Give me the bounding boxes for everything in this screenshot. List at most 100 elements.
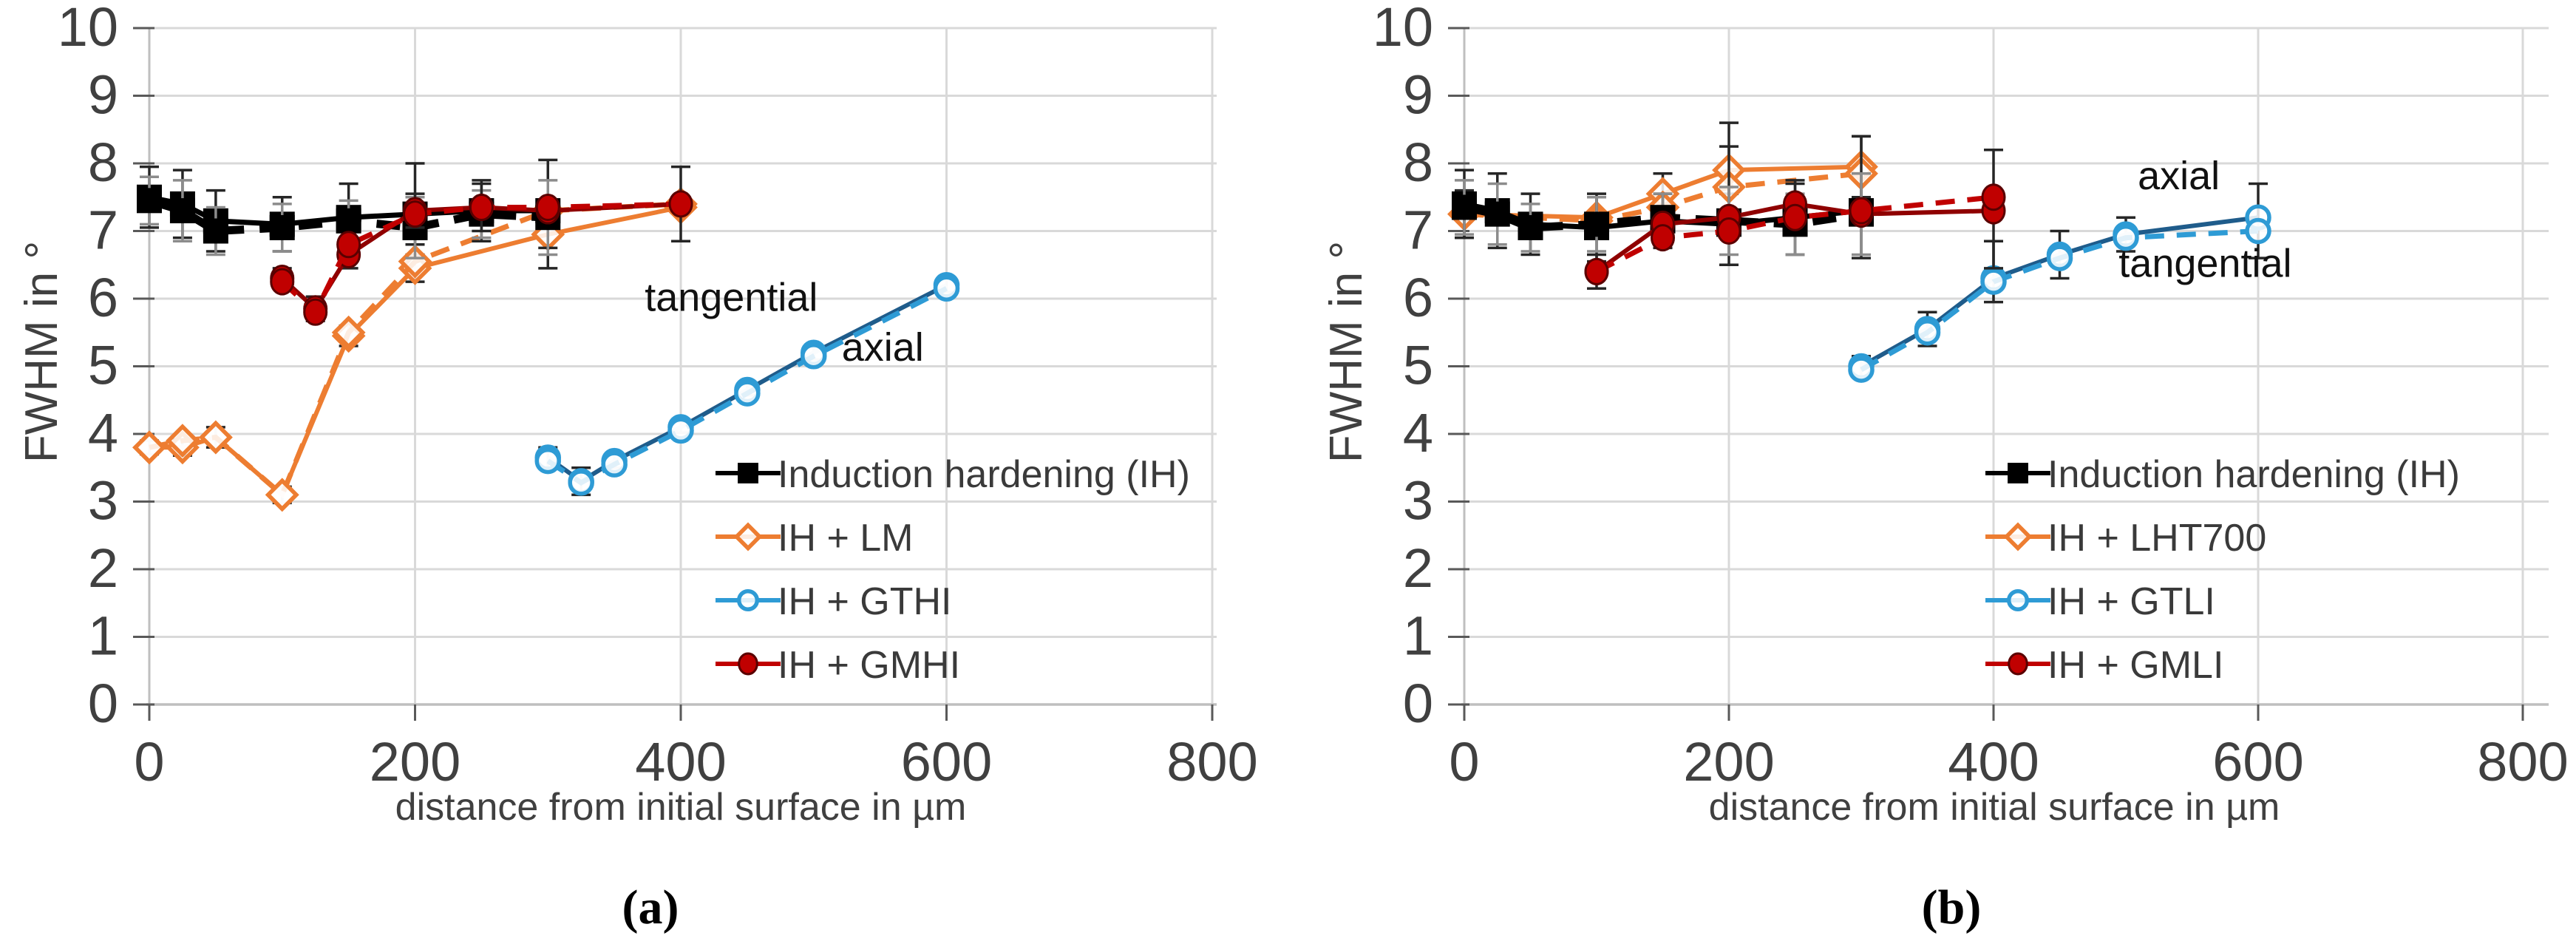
annotation-axial: axial xyxy=(842,325,924,370)
y-tick-label-4: 4 xyxy=(88,402,118,463)
series-ih-gmli xyxy=(1584,148,2006,291)
x-tick-label-200: 200 xyxy=(1683,731,1774,792)
legend-marker-ih-lm xyxy=(733,522,763,551)
x-tick-label-200: 200 xyxy=(370,731,461,792)
y-tick-label-7: 7 xyxy=(1403,200,1433,261)
legend-label-ih-lm: IH + LM xyxy=(778,517,914,560)
y-tick-label-9: 9 xyxy=(1403,64,1433,126)
legend-marker-ih-gthi xyxy=(736,588,760,612)
y-tick-label-9: 9 xyxy=(88,64,118,126)
x-axis-title-a: distance from initial surface in µm xyxy=(395,786,967,829)
x-tick-label-800: 800 xyxy=(2477,731,2568,792)
y-tick-label-0: 0 xyxy=(1403,673,1433,734)
legend-label-ih-gmli: IH + GMLI xyxy=(2047,644,2223,687)
point-ih-gtli-tangential-300 xyxy=(1848,356,1875,383)
y-tick-label-5: 5 xyxy=(88,335,118,396)
legend-item-ih-lht700: IH + LHT700 xyxy=(1985,517,2266,560)
legend-item-induction-hardening-ih: Induction hardening (IH) xyxy=(1985,453,2460,496)
y-tick-label-5: 5 xyxy=(1403,335,1433,396)
legend-marker-ih-gtli xyxy=(2006,588,2030,612)
y-tick-label-2: 2 xyxy=(1403,537,1433,599)
point-ih-gmli-axial-250 xyxy=(1783,203,1807,231)
legend: Induction hardening (IH) IH + LHT700 IH + … xyxy=(1985,453,2460,687)
point-ih-gmhi-axial-150 xyxy=(336,231,361,259)
point-ih-gthi-tangential-300 xyxy=(534,447,561,475)
y-tick-label-8: 8 xyxy=(1403,132,1433,193)
point-ih-gmhi-axial-300 xyxy=(535,193,560,221)
point-ih-lm-axial-100 xyxy=(265,478,299,512)
legend-marker-induction-hardening-ih xyxy=(738,463,758,483)
point-induction-hardening-ih-axial-0 xyxy=(1452,194,1477,220)
annotation-axial: axial xyxy=(2138,154,2220,198)
series-ih-gtli xyxy=(1848,182,2271,383)
point-ih-gtli-tangential-450 xyxy=(2046,245,2073,271)
y-tick-label-3: 3 xyxy=(1403,470,1433,532)
point-ih-lm-axial-150 xyxy=(331,315,366,350)
point-induction-hardening-ih-axial-25 xyxy=(1484,201,1510,227)
point-ih-gmhi-axial-100 xyxy=(270,268,295,296)
x-tick-label-0: 0 xyxy=(1449,731,1479,792)
y-tick-label-8: 8 xyxy=(88,132,118,193)
y-tick-label-7: 7 xyxy=(88,200,118,261)
legend-item-ih-gtli: IH + GTLI xyxy=(1985,580,2215,623)
panel-caption-a: (a) xyxy=(622,880,679,934)
y-axis-title-a: FWHM in ° xyxy=(16,240,67,463)
legend-item-ih-gmli: IH + GMLI xyxy=(1985,644,2223,687)
point-ih-lm-axial-25 xyxy=(166,424,200,458)
x-tick-label-600: 600 xyxy=(2212,731,2303,792)
y-axis-title-b: FWHM in ° xyxy=(1321,240,1372,463)
legend-marker-ih-gmhi xyxy=(738,652,758,676)
line-ih-gmli-axial xyxy=(1595,194,1994,274)
point-ih-gmhi-axial-250 xyxy=(469,193,494,221)
y-tick-label-10: 10 xyxy=(1373,0,1433,58)
legend-item-ih-gthi: IH + GTHI xyxy=(716,580,951,623)
y-tick-label-6: 6 xyxy=(88,267,118,328)
point-ih-gthi-tangential-500 xyxy=(801,343,827,370)
point-ih-gmli-axial-100 xyxy=(1584,257,1609,285)
legend-label-induction-hardening-ih: Induction hardening (IH) xyxy=(2047,453,2460,496)
point-ih-gtli-tangential-400 xyxy=(1980,268,2007,295)
annotation-tangential: tangential xyxy=(645,275,818,319)
legend: Induction hardening (IH) IH + LM IH + GTHI… xyxy=(716,453,1190,687)
point-induction-hardening-ih-axial-50 xyxy=(203,218,228,244)
series-ih-gthi xyxy=(534,271,960,497)
panel-caption-b: (b) xyxy=(1921,880,1982,934)
point-induction-hardening-ih-axial-0 xyxy=(137,188,162,214)
point-ih-gmli-axial-300 xyxy=(1849,197,1874,225)
point-ih-lm-axial-0 xyxy=(132,430,166,465)
point-ih-gthi-tangential-325 xyxy=(568,469,594,496)
legend-label-ih-gthi: IH + GTHI xyxy=(778,580,951,623)
point-ih-gthi-tangential-350 xyxy=(601,451,628,478)
legend-label-induction-hardening-ih: Induction hardening (IH) xyxy=(778,453,1190,496)
legend-marker-ih-gmli xyxy=(2008,652,2028,676)
point-ih-gmli-axial-150 xyxy=(1651,224,1675,252)
point-ih-gthi-tangential-600 xyxy=(933,275,960,302)
point-ih-gmhi-axial-125 xyxy=(303,298,328,326)
legend-item-ih-lm: IH + LM xyxy=(716,517,914,560)
y-tick-label-6: 6 xyxy=(1403,267,1433,328)
legend-item-induction-hardening-ih: Induction hardening (IH) xyxy=(716,453,1190,496)
point-ih-lm-axial-200 xyxy=(398,244,432,279)
legend-label-ih-lht700: IH + LHT700 xyxy=(2047,517,2266,560)
y-tick-label-1: 1 xyxy=(1403,605,1433,667)
point-ih-gtli-tangential-600 xyxy=(2245,217,2271,245)
point-ih-lm-axial-50 xyxy=(198,420,233,455)
point-ih-gtli-tangential-500 xyxy=(2113,224,2139,251)
point-ih-gmli-axial-200 xyxy=(1716,217,1741,245)
point-ih-gthi-tangential-400 xyxy=(667,417,694,444)
legend-item-ih-gmhi: IH + GMHI xyxy=(716,644,960,687)
point-induction-hardening-ih-axial-150 xyxy=(336,208,361,234)
point-ih-gmhi-axial-400 xyxy=(668,190,693,218)
point-induction-hardening-ih-axial-50 xyxy=(1518,214,1543,240)
x-tick-label-400: 400 xyxy=(635,731,726,792)
point-induction-hardening-ih-axial-25 xyxy=(169,198,195,224)
y-tick-label-4: 4 xyxy=(1403,402,1433,463)
x-tick-label-800: 800 xyxy=(1166,731,1257,792)
y-tick-label-2: 2 xyxy=(88,537,118,599)
legend-label-ih-gtli: IH + GTLI xyxy=(2047,580,2215,623)
y-tick-label-10: 10 xyxy=(58,0,118,58)
x-tick-label-600: 600 xyxy=(901,731,992,792)
legend-marker-induction-hardening-ih xyxy=(2008,463,2028,483)
